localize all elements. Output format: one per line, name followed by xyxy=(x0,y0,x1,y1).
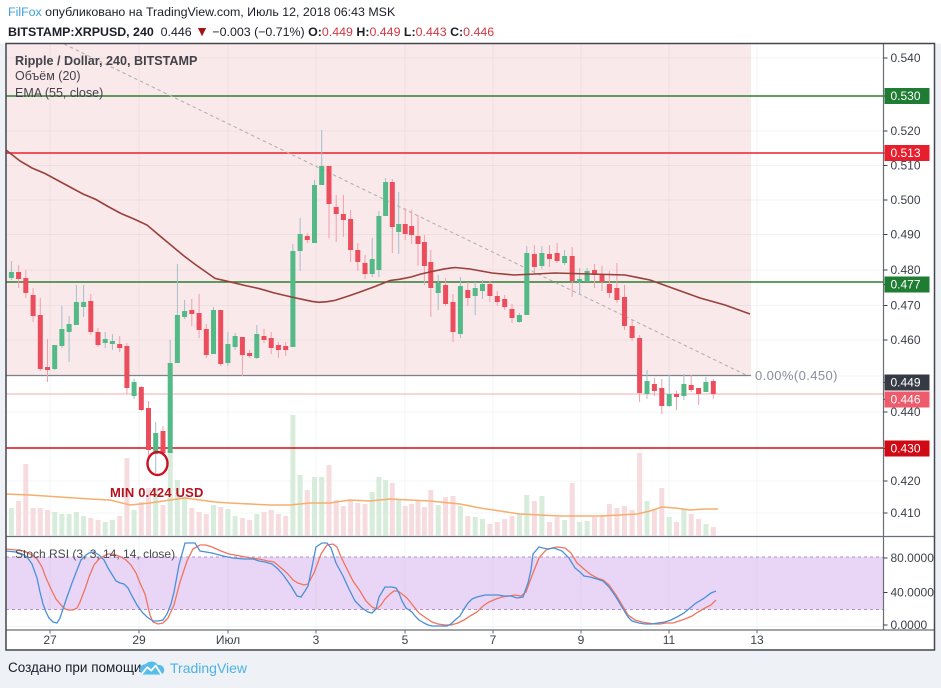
svg-text:40.0000: 40.0000 xyxy=(891,586,935,600)
svg-text:Stoch RSI (3, 3, 14, 14, close: Stoch RSI (3, 3, 14, 14, close) xyxy=(15,547,175,561)
svg-text:0.477: 0.477 xyxy=(891,278,921,292)
svg-text:0.490: 0.490 xyxy=(891,228,921,242)
svg-text:Объём (20): Объём (20) xyxy=(15,69,81,83)
svg-text:27: 27 xyxy=(43,633,57,647)
svg-text:0.540: 0.540 xyxy=(891,51,921,65)
svg-text:0.520: 0.520 xyxy=(891,124,921,138)
svg-text:0.420: 0.420 xyxy=(891,474,921,488)
svg-text:0.470: 0.470 xyxy=(891,299,921,313)
svg-text:0.513: 0.513 xyxy=(891,146,921,160)
svg-text:7: 7 xyxy=(490,633,497,647)
svg-text:29: 29 xyxy=(132,633,146,647)
svg-text:0.500: 0.500 xyxy=(891,193,921,207)
svg-text:0.00%(0.450): 0.00%(0.450) xyxy=(755,368,838,383)
svg-text:MIN 0.424 USD: MIN 0.424 USD xyxy=(110,485,204,500)
svg-text:0.530: 0.530 xyxy=(891,89,921,103)
svg-text:5: 5 xyxy=(402,633,409,647)
svg-text:0.460: 0.460 xyxy=(891,333,921,347)
svg-text:0.0000: 0.0000 xyxy=(891,618,928,632)
svg-text:0.430: 0.430 xyxy=(891,442,921,456)
svg-text:0.510: 0.510 xyxy=(891,159,921,173)
svg-text:3: 3 xyxy=(313,633,320,647)
svg-text:0.449: 0.449 xyxy=(891,376,921,390)
svg-text:9: 9 xyxy=(578,633,585,647)
svg-text:0.480: 0.480 xyxy=(891,263,921,277)
svg-text:0.446: 0.446 xyxy=(891,393,921,407)
svg-text:0.440: 0.440 xyxy=(891,405,921,419)
svg-text:Июл: Июл xyxy=(216,633,240,647)
svg-text:13: 13 xyxy=(750,633,764,647)
svg-text:11: 11 xyxy=(663,633,676,647)
svg-text:0.410: 0.410 xyxy=(891,506,921,520)
svg-text:80.0000: 80.0000 xyxy=(891,551,935,565)
svg-text:EMA (55, close): EMA (55, close) xyxy=(15,86,103,100)
svg-text:Ripple / Dollar, 240, BITSTAMP: Ripple / Dollar, 240, BITSTAMP xyxy=(15,54,197,68)
